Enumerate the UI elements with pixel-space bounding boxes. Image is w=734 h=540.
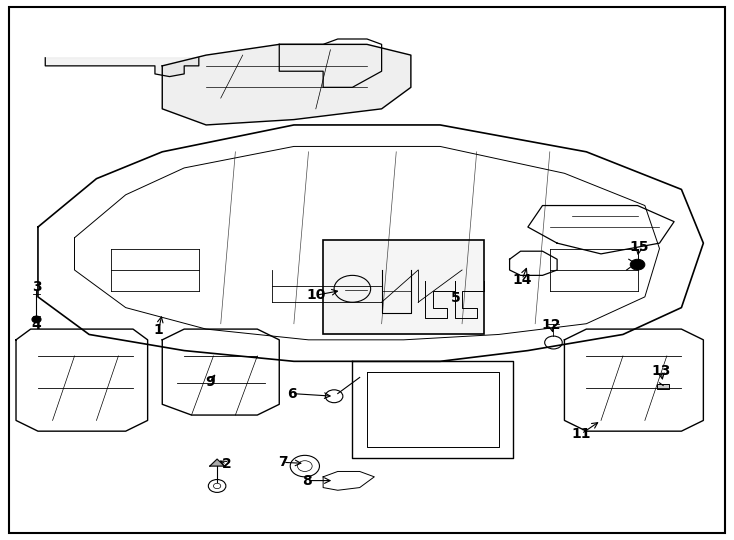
Text: 5: 5: [451, 291, 461, 305]
Text: 2: 2: [222, 457, 231, 471]
Text: 15: 15: [629, 240, 649, 254]
Text: 6: 6: [287, 387, 297, 401]
Text: 8: 8: [302, 474, 312, 488]
Text: 3: 3: [32, 280, 41, 294]
Text: 9: 9: [205, 375, 214, 389]
Text: 11: 11: [572, 427, 591, 441]
Text: 13: 13: [651, 364, 671, 378]
Polygon shape: [162, 44, 411, 125]
Polygon shape: [210, 459, 225, 466]
Text: 4: 4: [32, 318, 41, 332]
Circle shape: [631, 259, 645, 270]
Text: 12: 12: [542, 318, 561, 332]
Bar: [323, 240, 484, 334]
Text: 10: 10: [306, 288, 325, 302]
Bar: [657, 384, 669, 389]
Text: 7: 7: [278, 455, 288, 469]
Circle shape: [32, 316, 41, 322]
Polygon shape: [46, 58, 199, 77]
Text: 14: 14: [512, 273, 531, 287]
Text: 1: 1: [153, 323, 164, 337]
